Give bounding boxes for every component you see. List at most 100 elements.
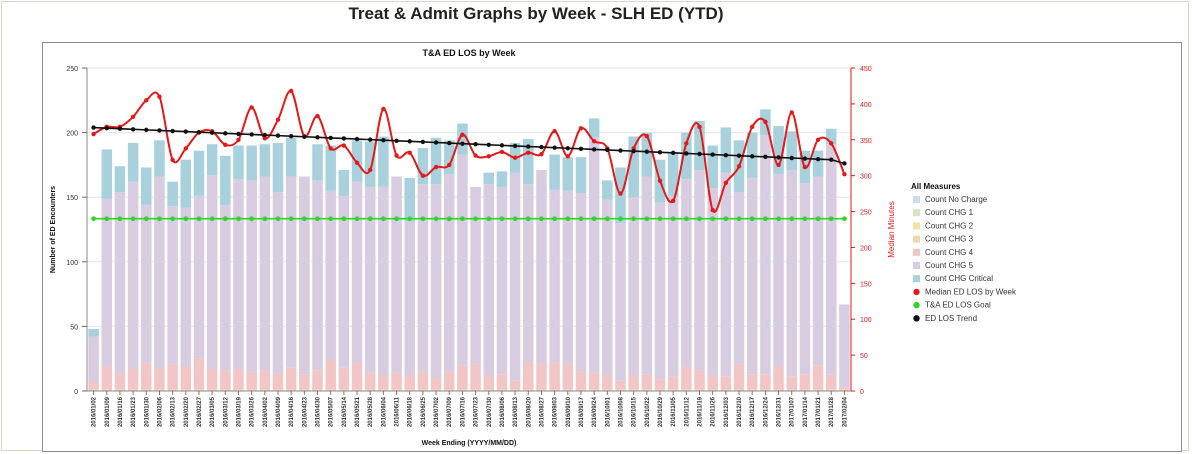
series-point [420, 173, 426, 178]
bar-segment [325, 389, 336, 391]
bar-segment [285, 389, 297, 391]
series-point [578, 126, 584, 131]
series-point [644, 133, 650, 139]
series-point [605, 147, 610, 153]
series-point [183, 216, 189, 222]
series-point [368, 137, 373, 142]
bar-segment [272, 389, 284, 391]
series-point [750, 154, 755, 159]
series-point [447, 140, 452, 146]
bar-segment [470, 389, 481, 391]
bar-segment [325, 190, 336, 360]
bar-segment [694, 120, 705, 171]
series-point [91, 216, 96, 222]
series-point [670, 150, 676, 156]
bar-segment [812, 150, 824, 177]
bar-segment [549, 389, 560, 391]
bar-segment [457, 154, 468, 366]
bar-segment [588, 372, 600, 390]
series-point [380, 216, 386, 222]
bar-segment [773, 173, 784, 367]
series-point [763, 119, 768, 125]
bar-segment [681, 132, 692, 180]
x-tick-label: 2016/04/16 [289, 396, 295, 427]
bar-segment [259, 144, 271, 177]
bar-segment [602, 375, 613, 390]
bar-segment [667, 389, 679, 391]
chart: T&A ED LOS by Week 0 50 100 150 200 250 0 50 100 1… [50, 48, 1017, 447]
series-point [262, 136, 268, 141]
y2-tick-label: 0 [860, 389, 864, 396]
bar-segment [220, 155, 231, 205]
bar-segment [364, 186, 376, 373]
bar-segment [417, 148, 429, 185]
bar-segment [351, 362, 363, 390]
bar-segment [812, 176, 824, 366]
bar-segment [101, 389, 113, 391]
series-point [631, 148, 636, 154]
bar-segment [193, 150, 205, 196]
bar-segment [549, 154, 560, 190]
bar-segment [812, 365, 824, 390]
series-point [341, 136, 347, 141]
series-point [460, 132, 465, 137]
y2-tick-label: 200 [860, 245, 872, 252]
series-point [644, 149, 650, 154]
x-tick-label: 2016/12/03 [724, 396, 730, 427]
series-point [222, 216, 228, 222]
series-point [644, 216, 650, 222]
series-point [249, 132, 254, 137]
bar-segment [338, 195, 350, 368]
bar-segment [496, 374, 508, 390]
y2-tick-label: 350 [860, 138, 872, 145]
series-point [183, 146, 188, 151]
bar-segment [615, 389, 626, 391]
series-point [539, 144, 544, 150]
y-tick-label: 250 [66, 66, 78, 73]
x-tick-label: 2016/10/08 [618, 396, 624, 427]
series-point [91, 125, 96, 130]
bar-segment [536, 363, 547, 390]
series-point [499, 143, 505, 148]
series-point [526, 150, 531, 155]
series-point [143, 216, 149, 222]
bar-segment [351, 181, 363, 363]
y2-tick-label: 150 [860, 281, 872, 288]
x-tick-label: 2016/11/19 [698, 396, 704, 426]
bar-segment [167, 206, 178, 364]
legend-label: Count CHG Critical [925, 274, 993, 283]
series-point [196, 129, 202, 135]
series-point [683, 216, 689, 222]
bar-segment [285, 176, 297, 368]
x-tick-label: 2016/12/31 [777, 396, 783, 427]
series-point [697, 124, 702, 130]
bar-segment [839, 389, 850, 391]
bar-segment [641, 389, 653, 391]
bar-segment [746, 389, 758, 391]
series-line [93, 126, 845, 165]
x-tick-label: 2016/10/15 [632, 396, 638, 427]
bar-segment [667, 376, 679, 390]
series-point [262, 132, 268, 138]
series-point [144, 98, 149, 103]
bar-segment [206, 389, 218, 391]
bar-segment [417, 389, 429, 391]
bar-segment [364, 372, 376, 390]
series-point [328, 135, 333, 141]
series-point [236, 131, 241, 137]
bar-segment [641, 132, 653, 177]
bar-segment [681, 179, 692, 367]
series-point [157, 94, 162, 99]
bar-segment [760, 389, 771, 391]
series-point [776, 155, 781, 160]
chart-title: T&A ED LOS by Week [422, 48, 516, 58]
bar-segment [141, 167, 152, 205]
bar-segment [154, 176, 165, 370]
series-point [394, 138, 399, 143]
series-point [157, 216, 162, 222]
bar-segment [127, 369, 139, 390]
bar-segment [351, 389, 363, 391]
series-point [697, 151, 702, 157]
x-tick-label: 2016/07/23 [474, 396, 480, 427]
series-point [328, 216, 334, 222]
